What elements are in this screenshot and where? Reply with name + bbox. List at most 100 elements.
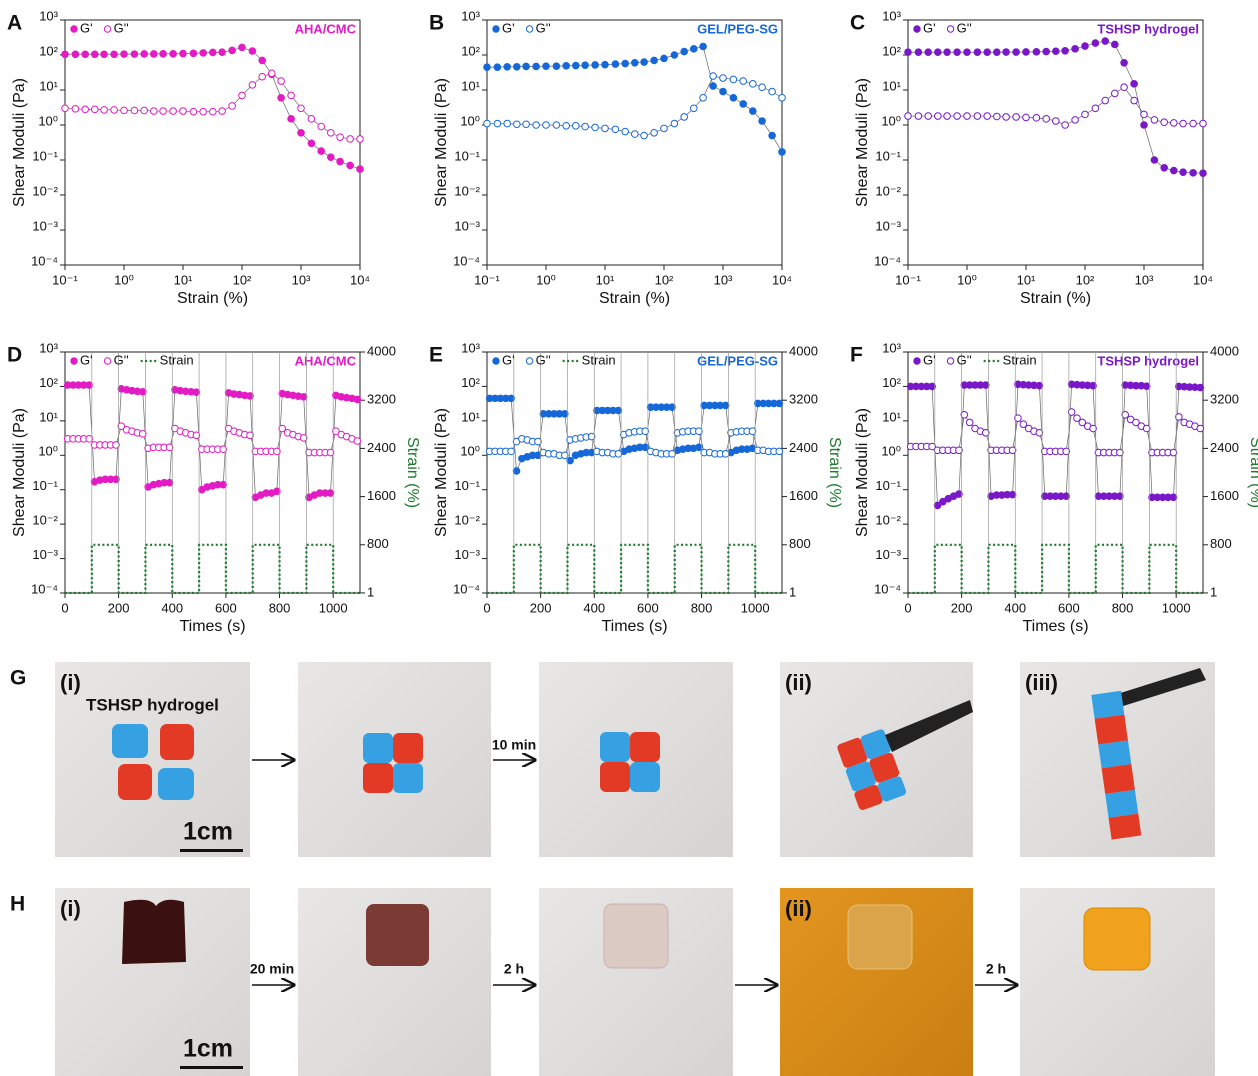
y2-tick-label: 800: [1210, 536, 1232, 551]
open-point: [101, 107, 108, 114]
hydrogel: [604, 904, 668, 968]
filled-point: [1090, 382, 1097, 389]
y-tick-label: 10²: [461, 375, 480, 390]
open-point: [966, 419, 973, 426]
x-tick-label: 10³: [292, 272, 311, 287]
filled-point: [533, 63, 540, 70]
y-tick-label: 10²: [882, 43, 901, 58]
open-point: [1117, 449, 1124, 456]
open-point: [533, 122, 540, 129]
y-axis-label: Shear Moduli (Pa): [11, 78, 28, 207]
filled-point: [964, 49, 971, 56]
filled-point: [935, 49, 942, 56]
open-point: [504, 120, 511, 127]
y-tick-label: 10³: [461, 8, 480, 23]
cube: [160, 724, 194, 760]
y-tick-label: 10¹: [39, 409, 58, 424]
open-point: [905, 113, 912, 120]
filled-point: [1190, 170, 1197, 177]
y-tick-label: 10¹: [461, 78, 480, 93]
y-tick-label: 10⁻³: [454, 547, 480, 562]
filled-point: [1141, 122, 1148, 129]
filled-point: [220, 481, 227, 488]
annotation: GEL/PEG-SG: [697, 21, 778, 36]
filled-point: [994, 49, 1001, 56]
legend-label: G'': [536, 20, 551, 35]
x-tick-label: 200: [108, 600, 130, 615]
filled-point: [1112, 41, 1119, 48]
filled-point: [1023, 49, 1030, 56]
photo-row-g: G (i) TSHSP hydrogel 1cm 10 min (ii) (ii…: [10, 662, 1215, 857]
y2-tick-label: 1600: [789, 488, 818, 503]
open-point: [1033, 115, 1040, 122]
open-point: [632, 131, 639, 138]
legend-label: G': [80, 352, 93, 367]
connector-line: [65, 73, 360, 139]
legend-swatch: [71, 358, 77, 364]
filled-point: [956, 491, 963, 498]
filled-point: [641, 59, 648, 66]
open-point: [622, 128, 629, 135]
filled-point: [1082, 43, 1089, 50]
legend-label: Strain: [582, 352, 616, 367]
x-tick-label: 400: [583, 600, 605, 615]
open-point: [1043, 116, 1050, 123]
open-point: [354, 438, 361, 445]
open-point: [749, 428, 756, 435]
open-point: [300, 435, 307, 442]
open-point: [730, 76, 737, 83]
y-tick-label: 10²: [461, 43, 480, 58]
open-point: [1180, 120, 1187, 127]
filled-point: [170, 51, 177, 58]
filled-point: [632, 59, 639, 66]
y-tick-label: 10⁰: [38, 113, 58, 128]
open-point: [740, 78, 747, 85]
filled-point: [1092, 40, 1099, 47]
filled-point: [288, 116, 295, 123]
y-tick-label: 10⁻¹: [32, 148, 58, 163]
y-axis-label: Shear Moduli (Pa): [854, 408, 871, 537]
open-point: [200, 108, 207, 115]
filled-point: [278, 94, 285, 101]
cube: [118, 764, 152, 800]
x-tick-label: 10²: [233, 272, 252, 287]
photo-row-h: H (i) 1cm 20 min 2 h (ii) 2 h: [10, 888, 1215, 1076]
filled-point: [219, 49, 226, 56]
open-point: [588, 433, 595, 440]
open-point: [86, 436, 93, 443]
y-tick-label: 10³: [39, 8, 58, 23]
open-point: [1082, 111, 1089, 118]
filled-point: [769, 132, 776, 139]
filled-point: [553, 63, 560, 70]
legend-label: G'': [536, 352, 551, 367]
annotation: GEL/PEG-SG: [697, 353, 778, 368]
filled-point: [730, 94, 737, 101]
x-tick-label: 1000: [1162, 600, 1191, 615]
open-point: [720, 75, 727, 82]
filled-point: [1197, 384, 1204, 391]
filled-point: [249, 48, 256, 55]
filled-point: [111, 51, 118, 58]
legend-swatch: [914, 358, 920, 364]
x-tick-label: 600: [1058, 600, 1080, 615]
x-axis-label: Strain (%): [1020, 290, 1091, 307]
filled-point: [915, 49, 922, 56]
open-point: [681, 114, 688, 121]
filled-point: [740, 101, 747, 108]
x-tick-label: 200: [951, 600, 973, 615]
y2-tick-label: 4000: [367, 343, 396, 358]
y2-tick-label: 800: [789, 536, 811, 551]
open-point: [523, 121, 530, 128]
y2-tick-label: 1: [367, 584, 374, 599]
x-tick-label: 10¹: [596, 272, 615, 287]
filled-point: [651, 57, 658, 64]
y-tick-label: 10⁻³: [32, 547, 58, 562]
annotation: TSHSP hydrogel: [1097, 353, 1199, 368]
filled-point: [247, 393, 254, 400]
panel-letter: G: [10, 667, 26, 690]
filled-point: [298, 129, 305, 136]
open-point: [1200, 120, 1207, 127]
cube: [630, 762, 660, 792]
legend-swatch: [493, 26, 499, 32]
